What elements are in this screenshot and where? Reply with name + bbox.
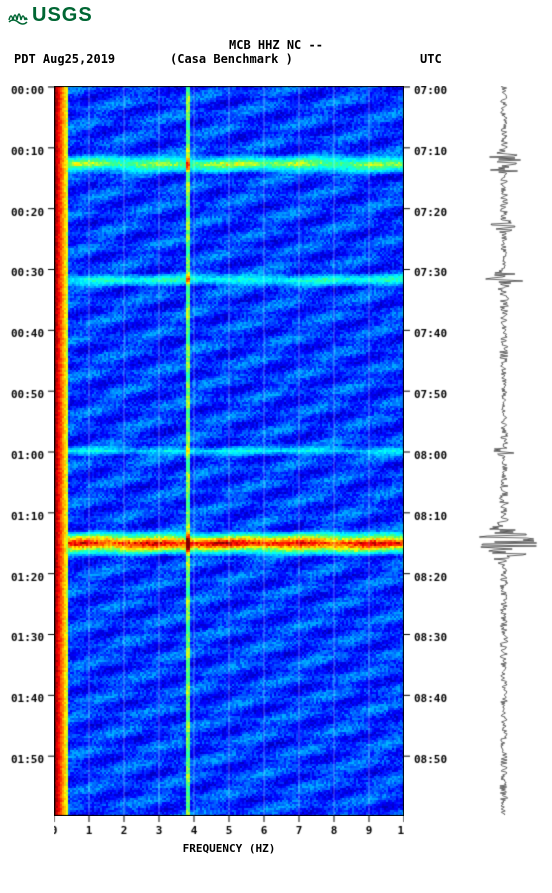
logo-text: USGS — [32, 4, 93, 27]
date-label: PDT Aug25,2019 — [14, 52, 115, 66]
wave-icon — [8, 6, 28, 26]
spectrogram-plot — [54, 86, 404, 816]
station-code: MCB HHZ NC -- — [0, 38, 552, 52]
left-time-axis — [0, 86, 54, 816]
station-name: (Casa Benchmark ) — [170, 52, 293, 66]
frequency-axis-label: FREQUENCY (HZ) — [54, 842, 404, 855]
utc-label: UTC — [420, 52, 442, 66]
right-time-axis — [404, 86, 456, 816]
seismogram-trace — [460, 86, 548, 816]
usgs-logo: USGS — [8, 4, 93, 27]
